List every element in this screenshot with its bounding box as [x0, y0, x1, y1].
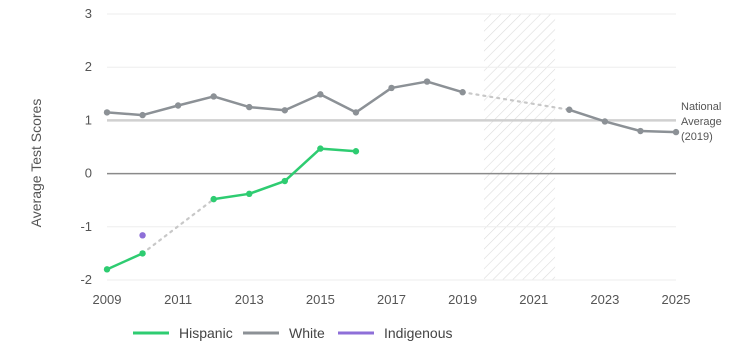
y-tick-label: 0 — [85, 166, 92, 181]
series-gap-line — [141, 198, 215, 255]
series-line-white — [568, 108, 677, 134]
legend: Hispanic White Indigenous — [133, 325, 453, 341]
x-tick-label: 2021 — [519, 292, 548, 307]
data-point-hispanic — [281, 177, 289, 185]
y-tick-label: 2 — [85, 59, 92, 74]
data-point-white — [281, 107, 289, 114]
y-axis-label: Average Test Scores — [28, 99, 44, 228]
x-tick-label: 2009 — [93, 292, 122, 307]
y-tick-label: 3 — [85, 6, 92, 21]
y-tick-label: -1 — [80, 219, 92, 234]
x-tick-label: 2019 — [448, 292, 477, 307]
x-tick-label: 2015 — [306, 292, 335, 307]
data-point-white — [210, 93, 217, 100]
data-point-white — [566, 106, 573, 113]
data-point-white — [103, 109, 111, 116]
x-tick-label: 2025 — [662, 292, 691, 307]
data-point-white — [352, 109, 360, 116]
reference-line-label: Average — [681, 116, 722, 128]
data-point-white — [637, 127, 644, 135]
data-point-white — [174, 102, 182, 109]
data-point-hispanic — [139, 250, 146, 257]
legend-label: Indigenous — [384, 325, 453, 341]
series-gap-line — [461, 91, 571, 111]
data-point-hispanic — [317, 145, 324, 152]
data-point-white — [459, 89, 466, 96]
reference-line-label: (2019) — [681, 131, 713, 143]
data-point-white — [246, 103, 253, 111]
reference-line-label: National — [681, 101, 721, 113]
legend-label: White — [289, 325, 325, 341]
data-point-hispanic — [246, 190, 253, 198]
y-tick-label: -2 — [80, 272, 92, 287]
data-point-hispanic — [352, 148, 360, 155]
series-line-hispanic — [106, 252, 144, 271]
data-point-hispanic — [103, 266, 111, 273]
data-point-white — [672, 128, 680, 136]
data-point-white — [139, 111, 146, 119]
x-tick-label: 2017 — [377, 292, 406, 307]
legend-label: Hispanic — [179, 325, 233, 341]
x-tick-label: 2013 — [235, 292, 264, 307]
data-point-white — [388, 84, 395, 92]
data-point-hispanic — [210, 195, 217, 203]
data-point-white — [317, 91, 324, 98]
shaded-region — [483, 14, 556, 280]
data-point-indigenous — [139, 232, 146, 239]
x-tick-label: 2011 — [164, 292, 192, 307]
data-point-white — [423, 78, 431, 85]
data-point-white — [601, 118, 609, 125]
x-tick-label: 2023 — [590, 292, 619, 307]
y-tick-label: 1 — [85, 112, 92, 127]
